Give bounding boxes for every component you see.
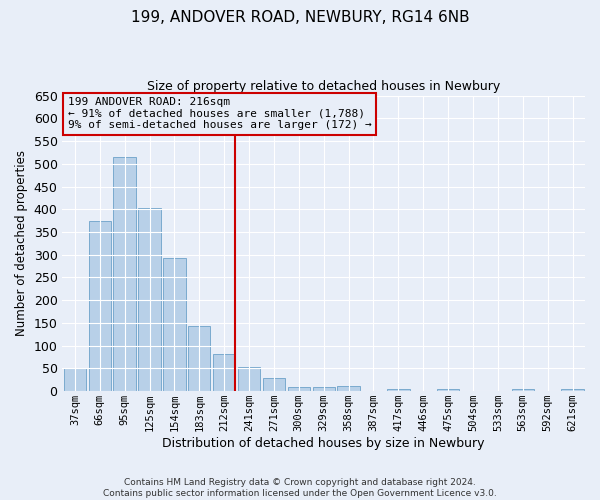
Text: 199 ANDOVER ROAD: 216sqm
← 91% of detached houses are smaller (1,788)
9% of semi: 199 ANDOVER ROAD: 216sqm ← 91% of detach… bbox=[68, 97, 371, 130]
Bar bbox=[89, 220, 111, 391]
Bar bbox=[238, 366, 260, 391]
Bar bbox=[387, 389, 410, 391]
Bar bbox=[263, 378, 285, 391]
X-axis label: Distribution of detached houses by size in Newbury: Distribution of detached houses by size … bbox=[163, 437, 485, 450]
Bar bbox=[163, 258, 185, 391]
Bar bbox=[188, 326, 211, 391]
Bar bbox=[287, 386, 310, 391]
Text: Contains HM Land Registry data © Crown copyright and database right 2024.
Contai: Contains HM Land Registry data © Crown c… bbox=[103, 478, 497, 498]
Title: Size of property relative to detached houses in Newbury: Size of property relative to detached ho… bbox=[147, 80, 500, 93]
Bar bbox=[562, 389, 584, 391]
Y-axis label: Number of detached properties: Number of detached properties bbox=[15, 150, 28, 336]
Bar bbox=[437, 389, 460, 391]
Bar bbox=[337, 386, 360, 391]
Bar bbox=[512, 389, 534, 391]
Text: 199, ANDOVER ROAD, NEWBURY, RG14 6NB: 199, ANDOVER ROAD, NEWBURY, RG14 6NB bbox=[131, 10, 469, 25]
Bar bbox=[139, 208, 161, 391]
Bar bbox=[313, 386, 335, 391]
Bar bbox=[213, 354, 235, 391]
Bar bbox=[113, 157, 136, 391]
Bar bbox=[64, 368, 86, 391]
